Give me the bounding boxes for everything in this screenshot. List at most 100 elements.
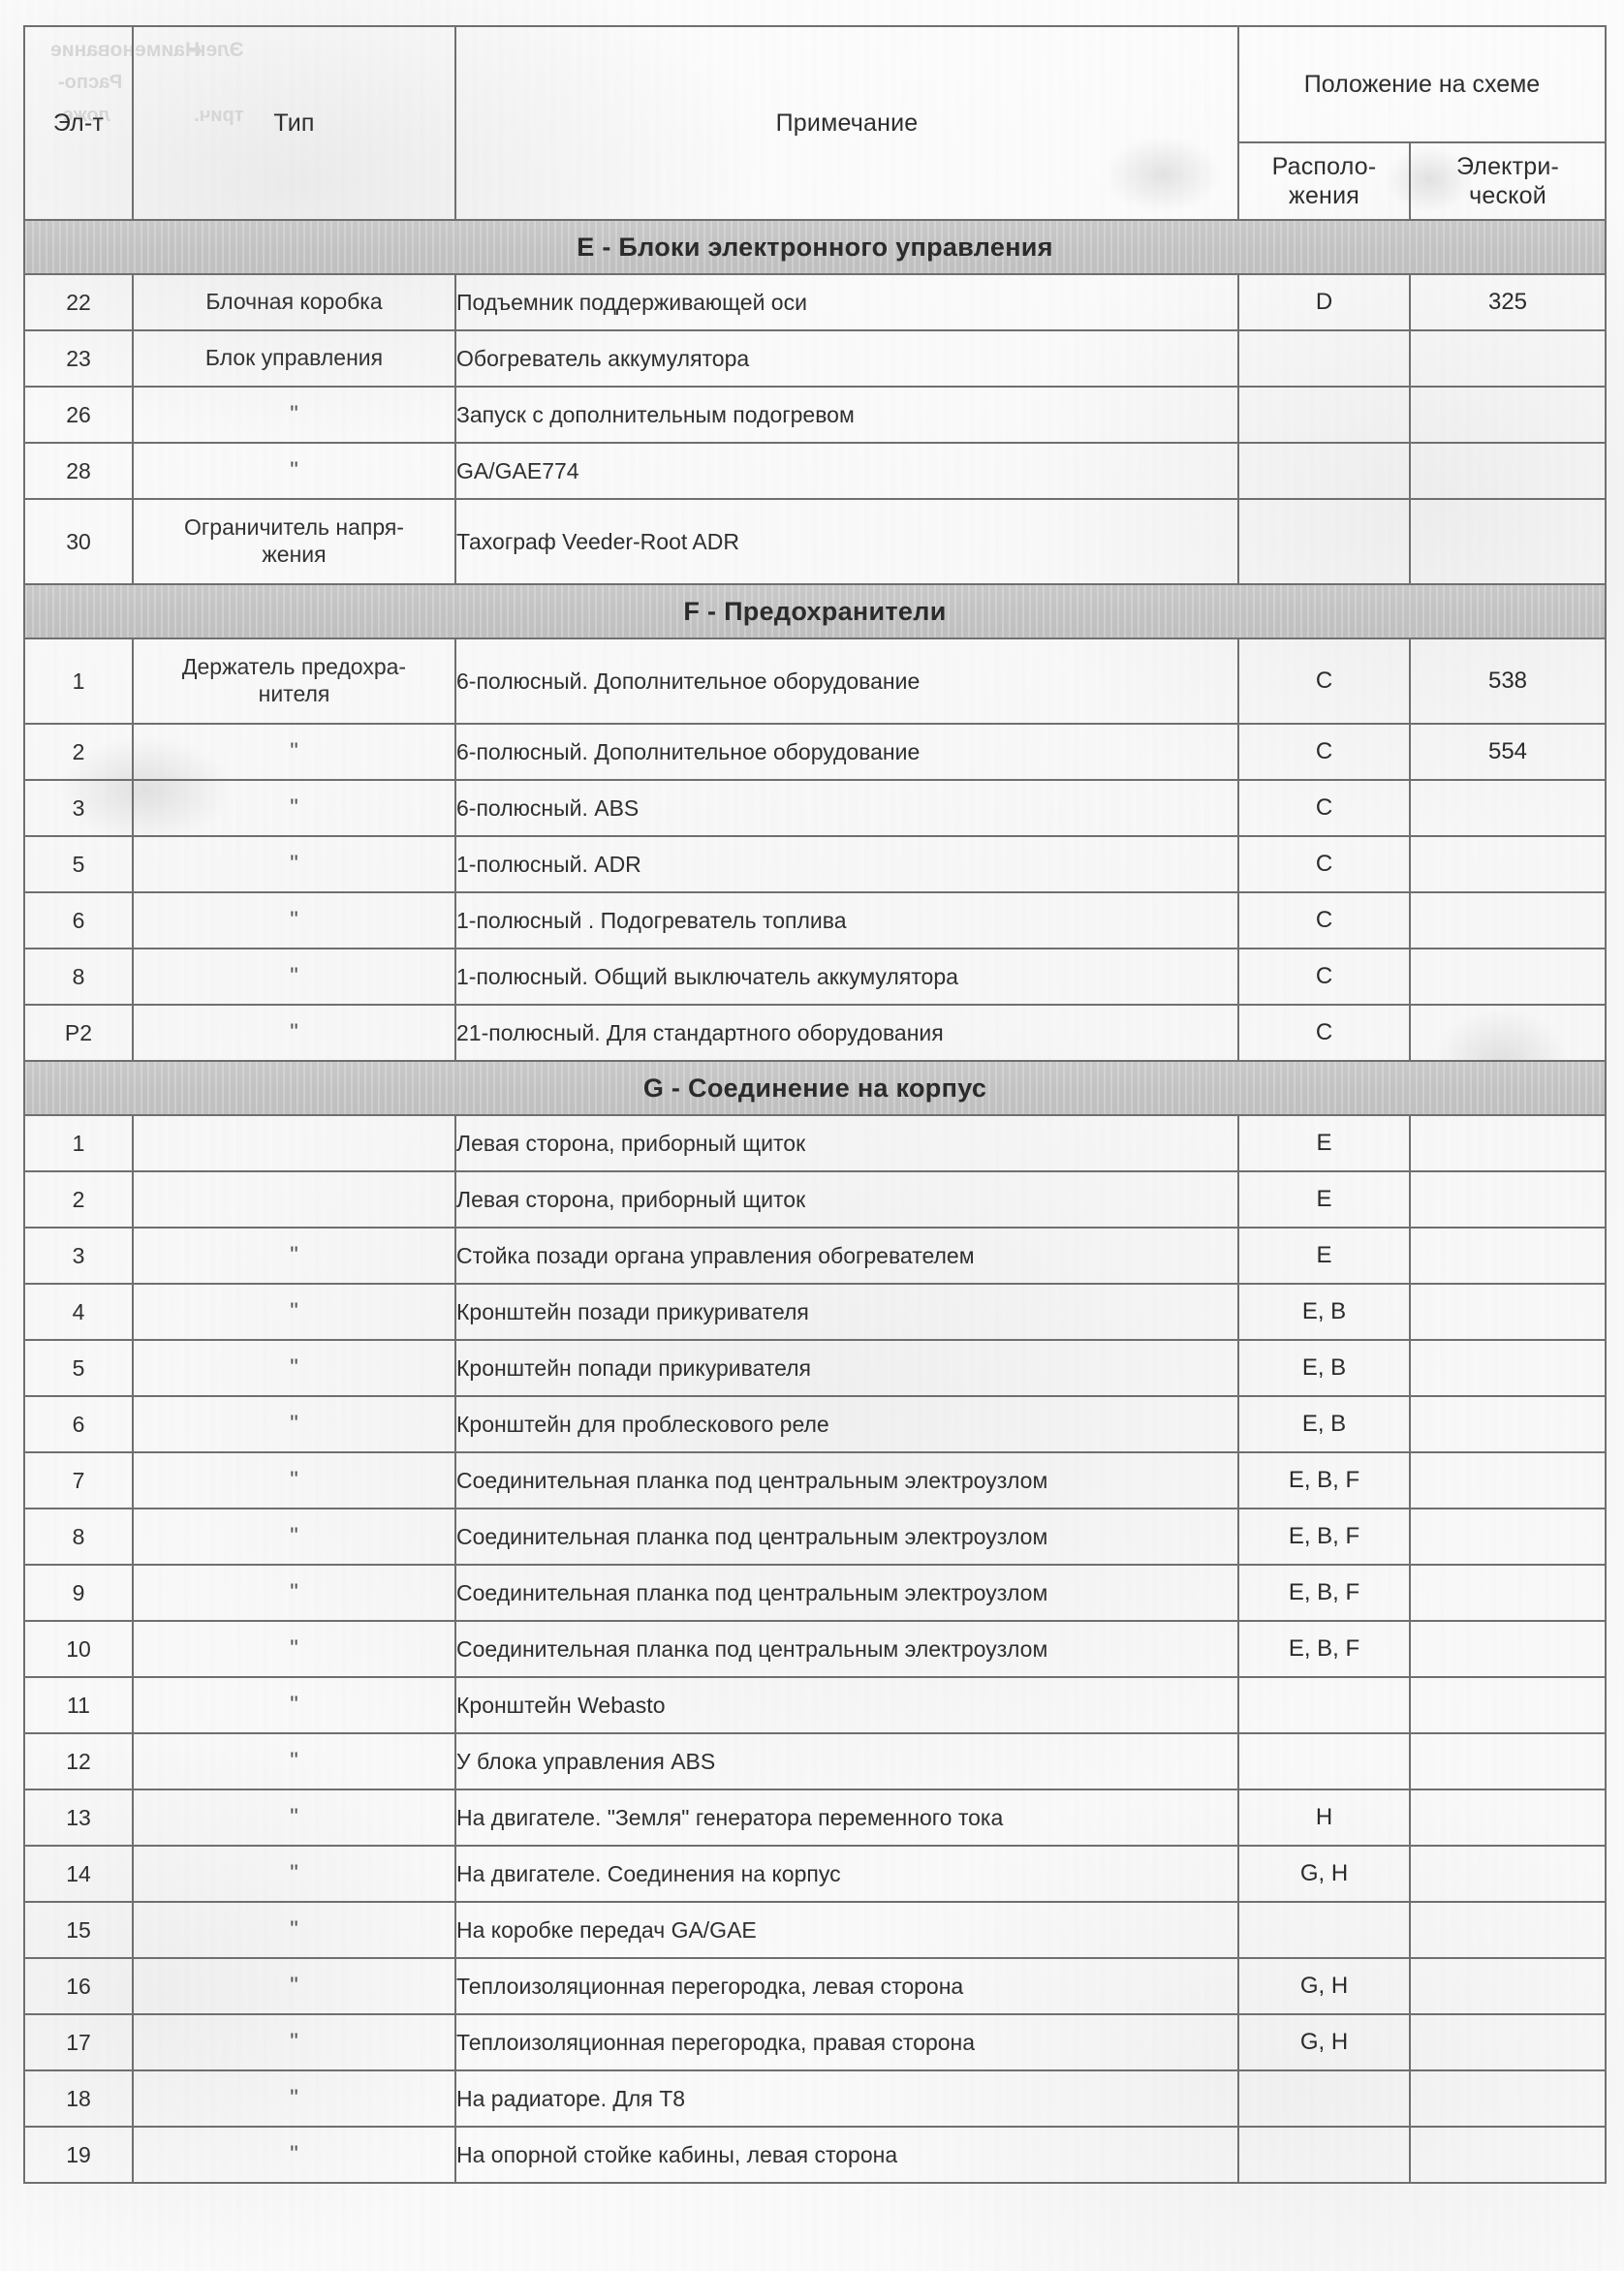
cell-note: Кронштейн для проблескового реле (454, 1395, 1239, 1453)
table-body: E - Блоки электронного управления 22 Блочн… (23, 219, 1607, 2184)
table-row: 23 Блок управления Обогреватель аккумулято… (23, 329, 1607, 388)
cell-electrical (1409, 1845, 1607, 1903)
cell-element: 4 (23, 1283, 134, 1341)
cell-element: 1 (23, 1114, 134, 1172)
cell-location: E, B (1237, 1283, 1411, 1341)
cell-electrical (1409, 1957, 1607, 2015)
table-row: 11 " Кронштейн Webasto (23, 1676, 1607, 1734)
cell-type: " (132, 723, 456, 781)
cell-type: Держатель предохра-нителя (132, 638, 456, 725)
cell-type: " (132, 1620, 456, 1678)
cell-electrical (1409, 2013, 1607, 2071)
cell-type: " (132, 386, 456, 444)
cell-type: " (132, 1451, 456, 1509)
cell-electrical (1409, 1227, 1607, 1285)
cell-electrical: 538 (1409, 638, 1607, 725)
section-header-row: G - Соединение на корпус (23, 1060, 1607, 1116)
cell-electrical (1409, 1789, 1607, 1847)
cell-element: 2 (23, 1170, 134, 1229)
cell-type (132, 1170, 456, 1229)
cell-electrical (1409, 329, 1607, 388)
cell-type: Ограничитель напря-жения (132, 498, 456, 585)
cell-location: C (1237, 638, 1411, 725)
cell-element: 11 (23, 1676, 134, 1734)
cell-note: На двигателе. Соединения на корпус (454, 1845, 1239, 1903)
table-header-row-sub: Располо- жения Электри- ческой (24, 141, 1607, 221)
table-header-row-top: Эл-т Тип Примечание Положение на схеме (23, 25, 1607, 221)
cell-location: C (1237, 1004, 1411, 1062)
section-header-row: F - Предохранители (23, 583, 1607, 639)
cell-location: E (1237, 1227, 1411, 1285)
table-row: 12 " У блока управления ABS (23, 1732, 1607, 1790)
cell-note: Кронштейн позади прикуривателя (454, 1283, 1239, 1341)
section-title-F: F - Предохранители (23, 583, 1607, 639)
table-row: 5 " Кронштейн попади прикуривателя E, B (23, 1339, 1607, 1397)
cell-element: 23 (23, 329, 134, 388)
cell-electrical (1409, 1004, 1607, 1062)
cell-note: Теплоизоляционная перегородка, правая ст… (454, 2013, 1239, 2071)
cell-type-line: Ограничитель напря- (184, 514, 404, 541)
cell-note: 1-полюсный. ADR (454, 835, 1239, 893)
cell-location: E, B, F (1237, 1451, 1411, 1509)
cell-element: 7 (23, 1451, 134, 1509)
cell-note: 6-полюсный. Дополнительное оборудование (454, 723, 1239, 781)
cell-note: Кронштейн Webasto (454, 1676, 1239, 1734)
cell-note: 6-полюсный. ABS (454, 779, 1239, 837)
cell-location: C (1237, 948, 1411, 1006)
cell-type-line: Держатель предохра- (181, 654, 407, 680)
cell-location: G, H (1237, 1845, 1411, 1903)
section-title-G: G - Соединение на корпус (23, 1060, 1607, 1116)
cell-element: 19 (23, 2126, 134, 2184)
table-row: 16 " Теплоизоляционная перегородка, левая … (23, 1957, 1607, 2015)
cell-type-line: нителя (258, 681, 330, 706)
cell-electrical (1409, 891, 1607, 949)
cell-type: " (132, 1676, 456, 1734)
table-row: 22 Блочная коробка Подъемник поддерживающе… (23, 273, 1607, 331)
cell-electrical (1409, 1395, 1607, 1453)
cell-type: " (132, 2013, 456, 2071)
table-row: 6 " 1-полюсный . Подогреватель топлива C (23, 891, 1607, 949)
cell-location (1237, 329, 1411, 388)
cell-location: E, B (1237, 1395, 1411, 1453)
table-row: 8 " 1-полюсный. Общий выключатель аккумуля… (23, 948, 1607, 1006)
table-row: 13 " На двигателе. "Земля" генератора пере… (23, 1789, 1607, 1847)
cell-location (1237, 1676, 1411, 1734)
cell-note: 6-полюсный. Дополнительное оборудование (454, 638, 1239, 725)
cell-element: 13 (23, 1789, 134, 1847)
cell-location (1237, 498, 1411, 585)
cell-type: " (132, 779, 456, 837)
cell-type: " (132, 442, 456, 500)
cell-electrical (1409, 386, 1607, 444)
cell-element: 10 (23, 1620, 134, 1678)
column-header-element: Эл-т (23, 25, 134, 221)
table-row: 14 " На двигателе. Соединения на корпус G, … (23, 1845, 1607, 1903)
table-row: 9 " Соединительная планка под центральным … (23, 1564, 1607, 1622)
cell-type: " (132, 1283, 456, 1341)
cell-note: 1-полюсный. Общий выключатель аккумулято… (454, 948, 1239, 1006)
table-head: Эл-т Тип Примечание Положение на схеме Р… (23, 25, 1607, 221)
cell-note: Кронштейн попади прикуривателя (454, 1339, 1239, 1397)
table-row: 6 " Кронштейн для проблескового реле E, B (23, 1395, 1607, 1453)
cell-note: Стойка позади органа управления обогрева… (454, 1227, 1239, 1285)
cell-location: E (1237, 1114, 1411, 1172)
column-header-location-line1: Располо- (1271, 152, 1377, 180)
cell-element: 5 (23, 835, 134, 893)
cell-note: На коробке передач GA/GAE (454, 1901, 1239, 1959)
cell-note: Соединительная планка под центральным эл… (454, 1620, 1239, 1678)
table-row: 2 " 6-полюсный. Дополнительное оборудовани… (23, 723, 1607, 781)
cell-location: E, B, F (1237, 1508, 1411, 1566)
cell-note: Левая сторона, приборный щиток (454, 1114, 1239, 1172)
table-row: 30 Ограничитель напря-жения Тахограф Veede… (23, 498, 1607, 585)
cell-location: C (1237, 723, 1411, 781)
column-header-location: Располо- жения (1237, 141, 1411, 221)
cell-note: 1-полюсный . Подогреватель топлива (454, 891, 1239, 949)
cell-element: 3 (23, 1227, 134, 1285)
cell-location: E (1237, 1170, 1411, 1229)
cell-electrical (1409, 948, 1607, 1006)
cell-type: " (132, 835, 456, 893)
section-title-E: E - Блоки электронного управления (23, 219, 1607, 275)
table-row: 4 " Кронштейн позади прикуривателя E, B (23, 1283, 1607, 1341)
cell-electrical: 554 (1409, 723, 1607, 781)
cell-element: 30 (23, 498, 134, 585)
cell-type: " (132, 1395, 456, 1453)
